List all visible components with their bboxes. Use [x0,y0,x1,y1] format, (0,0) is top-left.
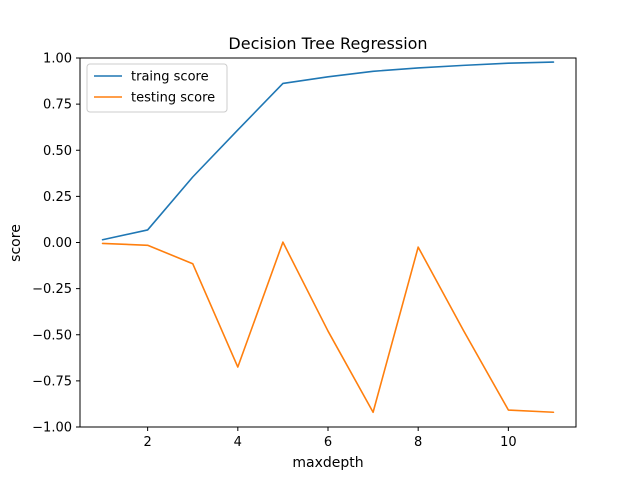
x-tick-label: 2 [143,435,151,450]
legend-label: traing score [131,70,209,85]
axis-ticks: 2 4 6 8 10 −1.00 −0.75 −0.50 −0.25 0.00 0.25 0.50 0.… [32,52,516,451]
x-tick-label: 10 [500,435,517,450]
y-tick-label: 0.50 [43,144,72,159]
y-tick-label: −1.00 [32,421,72,436]
x-tick-label: 4 [234,435,242,450]
legend: traing score testing score [86,63,228,113]
y-tick-label: 0.75 [43,98,72,113]
y-tick-label: 0.25 [43,190,72,205]
series-layer [101,61,555,414]
series-line-testing-score [101,241,555,414]
x-axis-label: maxdepth [292,455,363,471]
y-tick-label: 1.00 [43,52,72,67]
y-tick-label: −0.50 [32,328,72,343]
chart-title: Decision Tree Regression [228,34,427,53]
x-tick-label: 8 [414,435,422,450]
y-axis-label: score [8,224,24,262]
legend-label: testing score [131,91,215,106]
y-tick-label: 0.00 [43,236,72,251]
x-tick-label: 6 [324,435,332,450]
y-tick-label: −0.75 [32,374,72,389]
series-line-training-score [101,61,555,241]
plot-frame [79,57,577,428]
y-tick-label: −0.25 [32,282,72,297]
